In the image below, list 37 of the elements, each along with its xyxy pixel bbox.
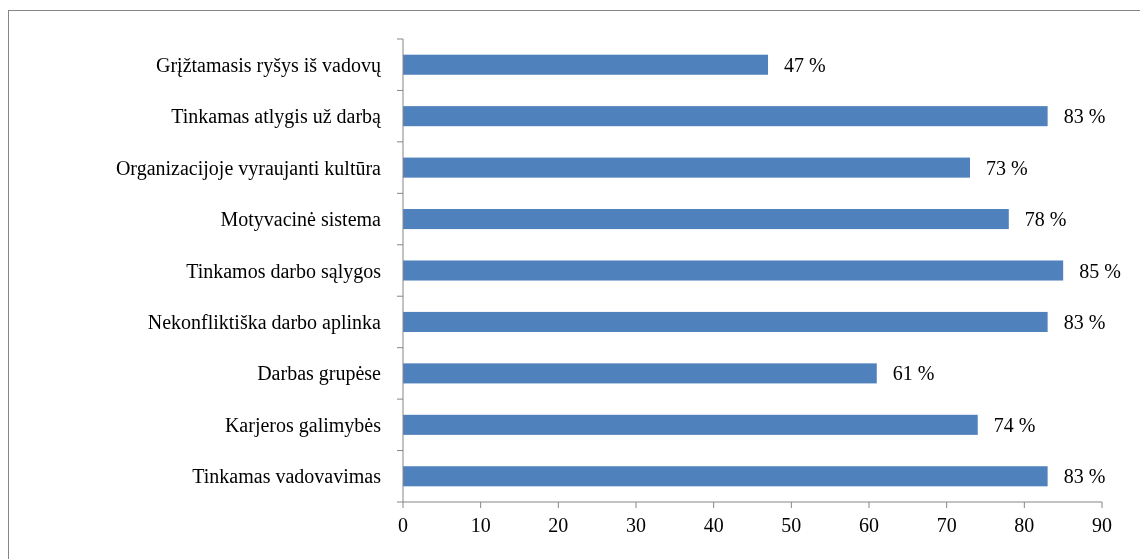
bar xyxy=(403,466,1048,487)
data-label: 73 % xyxy=(985,156,1028,179)
data-label: 83 % xyxy=(1063,465,1106,488)
y-tick-label: Grįžtamasis ryšys iš vadovų xyxy=(156,53,382,77)
y-tick-label: Motyvacinė sistema xyxy=(220,208,382,232)
data-label: 78 % xyxy=(1024,208,1067,231)
y-tick-label: Darbas grupėse xyxy=(257,362,382,386)
y-tick-label: Tinkamas vadovavimas xyxy=(192,465,382,488)
y-tick-label: Tinkamos darbo sąlygos xyxy=(186,259,382,283)
x-tick-label: 70 xyxy=(936,514,957,536)
data-label: 47 % xyxy=(784,53,826,76)
y-tick-label: Tinkamas atlygis už darbą xyxy=(171,105,383,129)
y-tick-label: Nekonfliktiška darbo aplinka xyxy=(147,310,382,334)
x-tick-label: 80 xyxy=(1014,514,1035,536)
x-tick-label: 60 xyxy=(859,514,879,536)
data-label: 83 % xyxy=(1063,310,1106,333)
bar xyxy=(403,260,1064,281)
bar xyxy=(403,106,1048,127)
y-tick-label: Karjeros galimybės xyxy=(224,413,382,437)
bar xyxy=(403,363,877,384)
bar xyxy=(403,157,970,178)
data-label: 74 % xyxy=(993,413,1036,436)
bar xyxy=(403,414,978,435)
x-tick-label: 40 xyxy=(703,514,724,536)
bar xyxy=(403,311,1048,332)
x-tick-label: 90 xyxy=(1092,514,1112,536)
x-tick-label: 20 xyxy=(548,514,569,536)
data-label: 85 % xyxy=(1079,259,1121,282)
y-tick-label: Organizacijoje vyraujanti kultūra xyxy=(115,156,382,180)
bar xyxy=(403,54,769,75)
x-tick-label: 0 xyxy=(398,514,408,536)
bar xyxy=(403,209,1009,230)
x-tick-label: 10 xyxy=(470,514,491,536)
data-label: 61 % xyxy=(892,362,935,385)
x-tick-label: 30 xyxy=(626,514,646,536)
data-label: 83 % xyxy=(1063,105,1106,128)
x-tick-label: 50 xyxy=(781,514,802,536)
